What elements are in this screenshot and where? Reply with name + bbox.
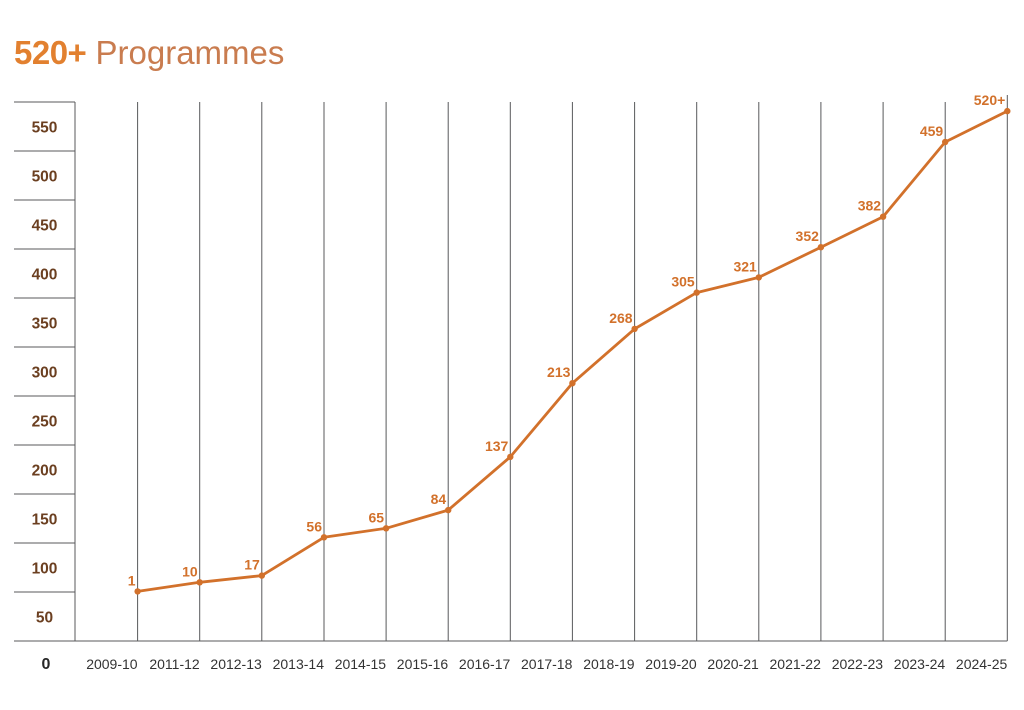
svg-text:10: 10 <box>182 563 198 579</box>
svg-text:200: 200 <box>32 463 58 480</box>
svg-text:50: 50 <box>36 610 53 627</box>
svg-text:2023-24: 2023-24 <box>894 656 946 672</box>
svg-text:2021-22: 2021-22 <box>770 656 822 672</box>
svg-text:2020-21: 2020-21 <box>707 656 759 672</box>
svg-text:213: 213 <box>547 364 571 380</box>
svg-text:56: 56 <box>306 518 322 534</box>
svg-text:305: 305 <box>671 274 695 290</box>
svg-text:84: 84 <box>431 491 447 507</box>
svg-text:550: 550 <box>32 120 58 137</box>
svg-text:2024-25: 2024-25 <box>956 656 1008 672</box>
svg-text:150: 150 <box>32 512 58 529</box>
svg-text:300: 300 <box>32 365 58 382</box>
svg-text:1: 1 <box>128 572 136 588</box>
svg-text:500: 500 <box>32 169 58 186</box>
svg-text:400: 400 <box>32 267 58 284</box>
svg-text:2011-12: 2011-12 <box>149 656 200 672</box>
svg-text:520+: 520+ <box>974 92 1006 108</box>
svg-text:2013-14: 2013-14 <box>273 656 325 672</box>
svg-text:0: 0 <box>42 656 51 673</box>
svg-text:450: 450 <box>32 218 58 235</box>
svg-text:2015-16: 2015-16 <box>397 656 449 672</box>
svg-text:2014-15: 2014-15 <box>335 656 387 672</box>
svg-text:2019-20: 2019-20 <box>645 656 697 672</box>
svg-text:100: 100 <box>32 561 58 578</box>
svg-text:250: 250 <box>32 414 58 431</box>
svg-text:65: 65 <box>369 509 385 525</box>
svg-text:137: 137 <box>485 438 509 454</box>
svg-text:2022-23: 2022-23 <box>832 656 884 672</box>
svg-text:268: 268 <box>609 310 633 326</box>
svg-text:321: 321 <box>733 258 757 274</box>
svg-text:350: 350 <box>32 316 58 333</box>
svg-text:2009-10: 2009-10 <box>86 656 138 672</box>
svg-text:459: 459 <box>920 123 944 139</box>
svg-text:382: 382 <box>858 198 882 214</box>
svg-text:2018-19: 2018-19 <box>583 656 635 672</box>
svg-text:17: 17 <box>244 557 260 573</box>
svg-text:2017-18: 2017-18 <box>521 656 573 672</box>
svg-text:352: 352 <box>796 228 820 244</box>
svg-text:2012-13: 2012-13 <box>210 656 262 672</box>
svg-text:2016-17: 2016-17 <box>459 656 511 672</box>
